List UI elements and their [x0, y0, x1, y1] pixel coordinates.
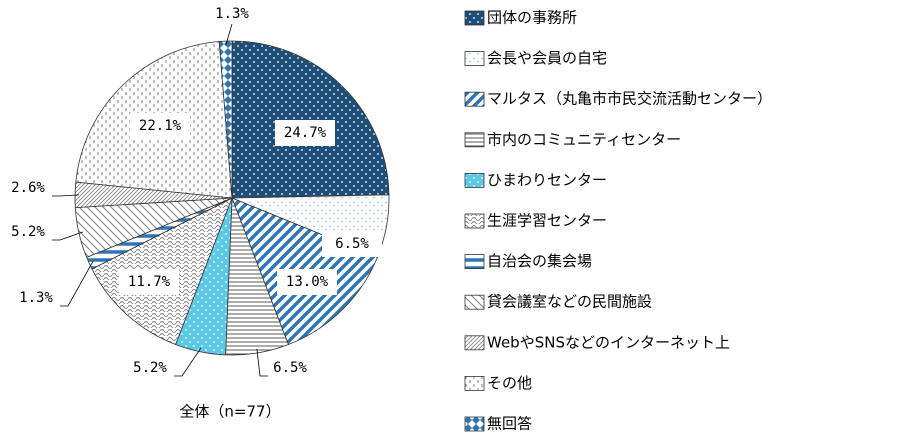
legend-swatch — [464, 335, 485, 351]
pie-slice — [231, 40, 390, 199]
legend-swatch — [464, 132, 485, 148]
legend-label: ひまわりセンター — [487, 171, 607, 189]
legend-label: 市内のコミュニティセンター — [487, 130, 681, 148]
leader-line — [225, 23, 233, 46]
legend-swatch — [464, 213, 485, 229]
legend-label: マルタス（丸亀市市民交流活動センター） — [487, 90, 772, 108]
value-label: 6.5% — [273, 360, 307, 376]
value-label: 13.0% — [286, 274, 329, 290]
value-label: 6.5% — [335, 236, 369, 252]
leader-line — [52, 194, 80, 197]
value-label: 5.2% — [11, 224, 45, 240]
label-box — [275, 120, 335, 146]
value-label: 2.6% — [11, 180, 45, 196]
label-box — [277, 269, 337, 295]
legend-label: その他 — [487, 374, 532, 392]
leader-line — [174, 347, 202, 377]
chart-caption: 全体（n=77） — [179, 403, 280, 421]
label-box — [119, 269, 179, 295]
legend-swatch — [464, 10, 485, 26]
legend-swatch — [464, 416, 485, 432]
legend-label: 生涯学習センター — [487, 212, 607, 230]
pie-slice — [218, 40, 233, 199]
legend-swatch — [464, 254, 485, 270]
legend-label: 会長や会員の自宅 — [487, 49, 607, 67]
legend-label: 無回答 — [487, 415, 532, 433]
legend-swatch — [464, 172, 485, 188]
value-label: 11.7% — [128, 274, 171, 290]
value-label: 5.2% — [133, 360, 167, 376]
legend-label: 自治会の集会場 — [487, 252, 592, 270]
value-label: 24.7% — [284, 125, 327, 141]
label-box — [322, 231, 382, 257]
legend-swatch — [464, 51, 485, 66]
legend-label: WebやSNSなどのインターネット上 — [487, 333, 730, 351]
leader-line — [256, 348, 268, 377]
leader-line — [52, 231, 83, 241]
value-label: 1.3% — [215, 6, 249, 22]
leader-line — [60, 261, 94, 307]
legend-swatch — [464, 91, 485, 107]
legend-label: 貸会議室などの民間施設 — [487, 293, 652, 311]
value-label: 1.3% — [19, 290, 53, 306]
legend-label: 団体の事務所 — [487, 9, 577, 27]
legend-swatch — [464, 294, 485, 310]
legend-swatch — [464, 375, 485, 391]
label-box — [130, 113, 190, 139]
value-label: 22.1% — [139, 118, 182, 134]
